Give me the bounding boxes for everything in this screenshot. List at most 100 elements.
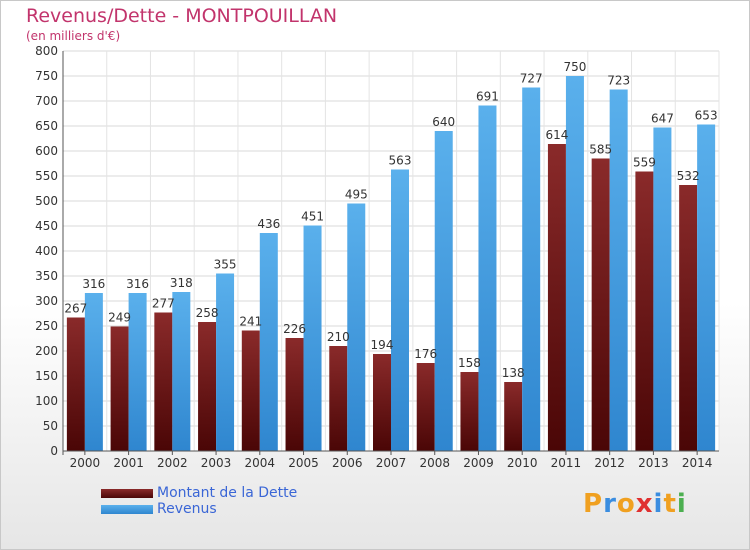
y-tick-label: 600 [35, 144, 58, 158]
y-tick-label: 150 [35, 369, 58, 383]
bar-dette [154, 312, 173, 451]
legend-label-revenus: Revenus [157, 501, 217, 517]
data-label-revenus: 318 [170, 276, 193, 290]
bar-revenus [172, 292, 191, 451]
data-label-revenus: 316 [82, 277, 105, 291]
y-tick-label: 650 [35, 119, 58, 133]
logo-letter: o [616, 489, 636, 519]
bar-dette [679, 185, 698, 451]
bar-dette [460, 372, 479, 451]
chart-subtitle: (en milliers d'€) [26, 29, 121, 43]
logo-letter: P [583, 489, 604, 519]
x-tick-label: 2010 [507, 456, 538, 470]
data-label-revenus: 750 [563, 60, 586, 74]
x-tick-label: 2006 [332, 456, 363, 470]
y-tick-label: 100 [35, 394, 58, 408]
bar-revenus [697, 124, 716, 451]
legend-swatch-dette [101, 489, 153, 498]
y-tick-label: 450 [35, 219, 58, 233]
data-label-revenus: 451 [301, 210, 324, 224]
x-tick-label: 2004 [245, 456, 276, 470]
data-label-revenus: 316 [126, 277, 149, 291]
data-label-dette: 277 [152, 297, 175, 311]
x-tick-label: 2000 [70, 456, 101, 470]
y-tick-label: 250 [35, 319, 58, 333]
data-label-dette: 258 [196, 306, 219, 320]
y-tick-label: 50 [43, 419, 58, 433]
data-label-dette: 158 [458, 356, 481, 370]
data-label-dette: 249 [108, 311, 131, 325]
data-label-revenus: 647 [651, 112, 674, 126]
legend-swatch-revenus [101, 505, 153, 514]
data-label-dette: 559 [633, 156, 656, 170]
axes: 0 50 100 150 200 250 300 350 400 450 500 550 600 650 7… [35, 44, 719, 470]
x-tick-label: 2007 [376, 456, 407, 470]
bar-dette [547, 144, 566, 451]
data-label-revenus: 653 [695, 109, 718, 123]
logo-letter: r [603, 489, 617, 519]
bar-revenus [391, 169, 409, 451]
data-label-revenus: 691 [476, 90, 499, 104]
bars [66, 76, 716, 451]
bar-dette [373, 354, 391, 451]
y-tick-label: 700 [35, 94, 58, 108]
bar-revenus [84, 293, 103, 451]
y-tick-label: 400 [35, 244, 58, 258]
bar-dette [198, 322, 217, 451]
chart-title: Revenus/Dette - MONTPOUILLAN [26, 5, 338, 27]
data-label-dette: 176 [414, 347, 437, 361]
y-tick-label: 300 [35, 294, 58, 308]
x-tick-label: 2014 [682, 456, 713, 470]
logo-letter: i [653, 489, 664, 519]
data-label-dette: 138 [502, 366, 525, 380]
x-tick-label: 2009 [463, 456, 494, 470]
y-tick-label: 200 [35, 344, 58, 358]
bar-revenus [434, 131, 453, 451]
data-labels: 2673162493162773182583552414362264512104… [64, 60, 717, 380]
proxiti-logo: Proxiti [583, 489, 687, 519]
bar-revenus [128, 293, 147, 451]
bar-revenus [347, 203, 366, 451]
x-tick-label: 2012 [594, 456, 625, 470]
data-label-revenus: 436 [257, 217, 280, 231]
bar-dette [285, 338, 304, 451]
data-label-revenus: 563 [389, 154, 412, 168]
data-label-revenus: 640 [432, 115, 455, 129]
bar-revenus [653, 127, 672, 451]
x-tick-label: 2013 [638, 456, 669, 470]
data-label-dette: 210 [327, 330, 350, 344]
data-label-dette: 267 [64, 302, 87, 316]
y-tick-label: 750 [35, 69, 58, 83]
y-tick-label: 500 [35, 194, 58, 208]
x-tick-label: 2008 [419, 456, 450, 470]
x-tick-label: 2002 [157, 456, 188, 470]
data-label-revenus: 723 [607, 74, 630, 88]
data-label-dette: 585 [589, 143, 612, 157]
data-label-dette: 241 [239, 315, 262, 329]
y-tick-label: 800 [35, 44, 58, 58]
legend-label-dette: Montant de la Dette [157, 485, 298, 501]
data-label-dette: 194 [371, 338, 394, 352]
bar-revenus [478, 105, 497, 451]
bar-revenus [303, 225, 322, 451]
y-tick-label: 350 [35, 269, 58, 283]
x-tick-label: 2003 [201, 456, 232, 470]
data-label-dette: 614 [545, 128, 568, 142]
x-tick-label: 2011 [551, 456, 582, 470]
logo-letter: t [663, 489, 677, 519]
bar-revenus [216, 273, 235, 451]
bar-revenus [259, 233, 278, 451]
y-tick-label: 550 [35, 169, 58, 183]
x-tick-label: 2005 [288, 456, 319, 470]
data-label-revenus: 355 [214, 258, 237, 272]
bar-dette [329, 346, 348, 451]
bar-revenus [565, 76, 584, 451]
bar-dette [241, 330, 260, 451]
data-label-dette: 532 [677, 169, 700, 183]
data-label-revenus: 727 [520, 72, 543, 86]
data-label-revenus: 495 [345, 188, 368, 202]
bar-dette [416, 363, 435, 451]
bar-dette [635, 171, 654, 451]
bar-revenus [522, 87, 541, 451]
